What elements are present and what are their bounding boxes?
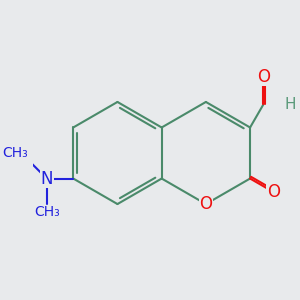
Text: CH₃: CH₃: [34, 205, 60, 219]
Text: CH₃: CH₃: [2, 146, 28, 160]
Text: H: H: [284, 97, 296, 112]
Text: O: O: [200, 195, 212, 213]
Text: O: O: [257, 68, 270, 85]
Text: O: O: [267, 183, 280, 201]
Text: N: N: [40, 169, 53, 188]
